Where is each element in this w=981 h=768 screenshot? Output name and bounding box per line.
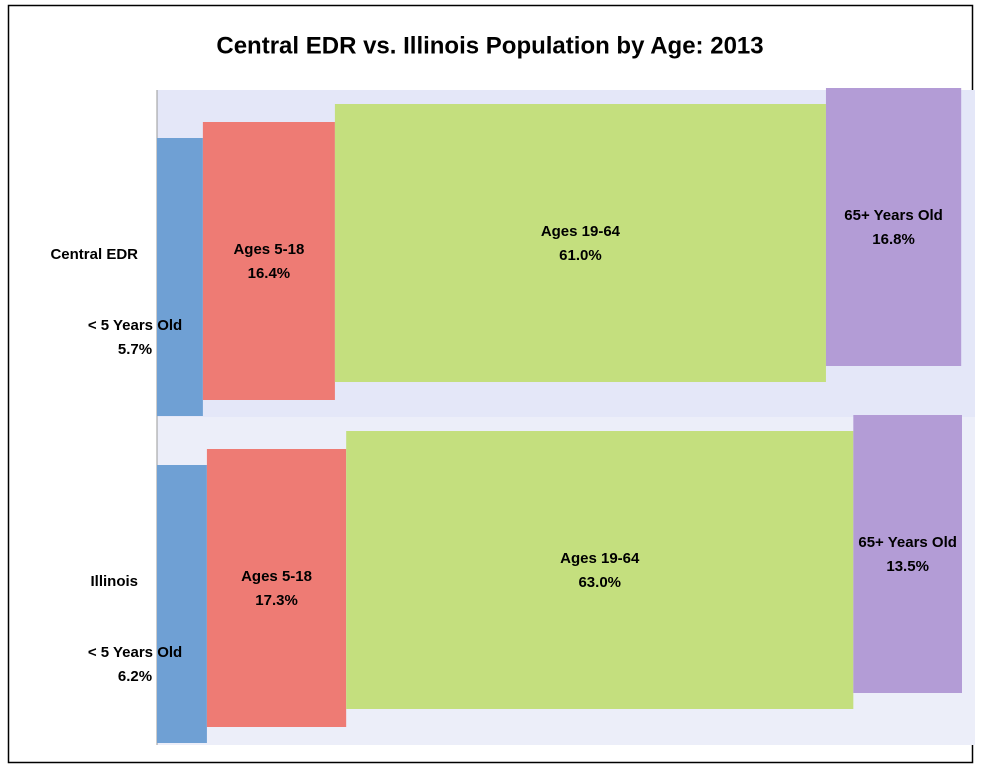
series-label: 65+ Years Old	[858, 534, 957, 551]
series-label: Ages 19-64	[541, 223, 621, 240]
value-label: 63.0%	[578, 574, 621, 591]
value-label: 6.2%	[118, 668, 152, 685]
category-label: Illinois	[90, 573, 138, 590]
bar-segment	[206, 449, 347, 727]
category-label: Central EDR	[50, 246, 138, 263]
series-label: < 5 Years Old	[88, 644, 182, 661]
value-label: 16.8%	[872, 231, 915, 248]
value-label: 16.4%	[248, 265, 291, 282]
value-label: 61.0%	[559, 247, 602, 264]
value-label: 17.3%	[255, 592, 298, 609]
series-label: Ages 5-18	[241, 568, 312, 585]
bar-segment	[853, 415, 962, 693]
bar-segment	[334, 104, 826, 382]
bar-segment	[346, 431, 854, 709]
value-label: 13.5%	[886, 558, 929, 575]
bar-segment	[825, 88, 962, 366]
value-label: 5.7%	[118, 341, 152, 358]
series-label: 65+ Years Old	[844, 207, 943, 224]
bar-segment	[157, 465, 207, 743]
series-label: Ages 5-18	[233, 241, 304, 258]
bar-segment	[157, 138, 203, 416]
chart-title: Central EDR vs. Illinois Population by A…	[216, 32, 763, 59]
series-label: Ages 19-64	[560, 550, 640, 567]
bar-segment	[202, 122, 335, 400]
series-label: < 5 Years Old	[88, 317, 182, 334]
